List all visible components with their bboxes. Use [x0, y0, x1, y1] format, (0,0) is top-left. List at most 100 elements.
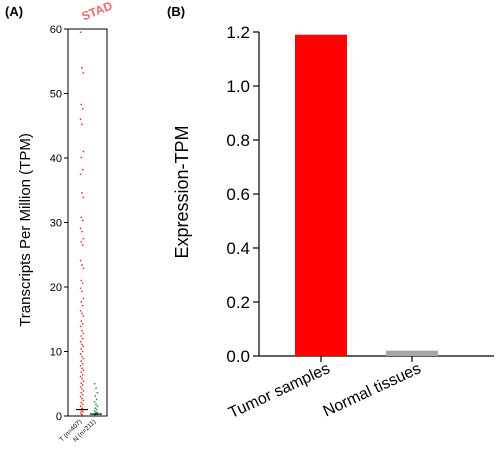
panel-b-y-tick-label: 1.0 [226, 77, 250, 96]
panel-a-data-point [81, 108, 84, 110]
panel-a-data-point [95, 408, 98, 411]
panel-b-y-tick-label: 0.8 [226, 131, 250, 150]
panel-a-medians [76, 408, 102, 415]
panel-b-y-tick-label: 1.2 [226, 23, 250, 42]
panel-a-data-point [80, 240, 83, 243]
panel-a-data-points [79, 31, 99, 417]
panel-a-data-point [82, 315, 85, 317]
panel-a-data-point [79, 31, 82, 34]
panel-a-data-point [81, 388, 83, 390]
panel-a-data-point [96, 391, 99, 394]
panel-b-y-axis-label: Expression-TPM [172, 125, 192, 258]
panel-a-data-point [82, 237, 85, 240]
panel-a-data-point [82, 369, 85, 372]
panel-a-data-point [81, 337, 84, 340]
panel-a-label: (A) [5, 4, 23, 19]
panel-a-data-point [81, 350, 84, 353]
panel-a-data-point [79, 395, 82, 398]
panel-a-data-point [82, 399, 85, 402]
panel-b-bar [386, 350, 438, 356]
panel-a-data-point [81, 384, 84, 386]
panel-a-data-point [80, 103, 83, 106]
panel-a-data-point [80, 335, 83, 337]
panel-a-data-point [93, 409, 96, 412]
panel-a-y-tick-label: 20 [50, 282, 62, 294]
panel-a-data-point [80, 360, 83, 363]
panel-a-data-point [82, 380, 85, 383]
panel-a-data-point [82, 357, 85, 360]
panel-a-data-point [81, 66, 83, 69]
panel-a-data-point [82, 389, 85, 392]
panel-a-data-point [79, 364, 82, 367]
panel-a-y-tick-label: 30 [50, 218, 62, 230]
panel-a-data-point [80, 401, 83, 404]
panel-a-x-labels: T (n=407)N (n=211) [58, 418, 97, 443]
panel-a-data-point [80, 300, 83, 303]
panel-a-data-point [81, 413, 83, 416]
panel-a-data-point [79, 412, 82, 415]
panel-a-data-point [82, 150, 85, 153]
panel-a-data-point [82, 345, 85, 348]
panel-a-data-point [94, 395, 97, 397]
panel-a-data-point [79, 173, 82, 176]
panel-a-data-point [81, 191, 83, 194]
panel-a-data-point [80, 320, 83, 323]
panel-a-data-point [95, 403, 97, 406]
panel-a-data-point [81, 290, 83, 293]
panel-a-data-point [95, 398, 98, 401]
panel-a-data-point [79, 118, 82, 121]
panel-a-data-point [81, 362, 84, 365]
panel-a-data-point [81, 322, 84, 325]
panel-b-y-tick-label: 0.4 [226, 239, 250, 258]
panel-a-data-point [81, 304, 84, 307]
panel-a-data-point [81, 168, 84, 171]
panel-a-data-point [80, 382, 83, 385]
panel-a-data-point [96, 405, 99, 408]
panel-a-data-point [80, 279, 83, 282]
panel-a-data-point [81, 411, 84, 414]
panel-a-data-point [81, 312, 83, 315]
panel-a-data-point [82, 297, 85, 300]
panel-a-data-point [81, 367, 83, 370]
panel-a-data-point [82, 196, 85, 199]
panel-a-data-point [79, 386, 82, 388]
panel-a-data-point [80, 409, 83, 412]
panel-a-data-point [79, 309, 82, 312]
panel-a-data-point [81, 230, 83, 233]
panel-a-data-point [80, 371, 83, 374]
panel-a-y-tick-label: 50 [50, 89, 62, 101]
panel-a-data-point [79, 340, 82, 343]
panel-b-y-ticks: 0.0 0.2 0.4 0.6 0.8 1.0 1.2 [226, 23, 259, 366]
panel-a-title-stad: STAD [80, 0, 115, 23]
panel-a-data-point [79, 259, 82, 262]
panel-a-y-tick-label: 60 [50, 24, 62, 36]
panel-a-y-tick-label: 10 [50, 347, 62, 359]
panel-a-data-point [93, 400, 96, 403]
panel-b-bars [295, 34, 438, 356]
panel-b-x-category-label: Normal tissues [321, 360, 424, 420]
panel-a-data-point [80, 216, 83, 219]
panel-a-data-point [81, 264, 83, 266]
panel-a-data-point [81, 373, 84, 376]
panel-a-data-point [81, 397, 83, 400]
panel-a-data-point [95, 414, 97, 417]
panel-b-y-tick-label: 0.0 [226, 347, 250, 366]
panel-a-data-point [82, 71, 85, 74]
panel-a-data-point [82, 332, 85, 335]
panel-a-data-point [79, 325, 82, 328]
panel-a-stad-expression-plot: (A) Transcripts Per Million (TPM) STAD 0… [5, 0, 115, 444]
panel-b-y-tick-label: 0.2 [226, 293, 250, 312]
panel-a-data-point [80, 391, 83, 394]
panel-b-expression-bar-chart: (B) Expression-TPM 0.0 0.2 0.4 0.6 0.8 1.0 1.2… [167, 4, 494, 422]
panel-a-data-point [79, 287, 82, 290]
panel-a-data-point [81, 343, 83, 346]
panel-a-data-point [79, 353, 82, 355]
panel-a-data-point [93, 382, 96, 385]
panel-a-y-ticks: 0 10 20 30 40 50 60 [50, 24, 68, 423]
panel-a-data-point [95, 387, 97, 390]
panel-b-y-tick-label: 0.6 [226, 185, 250, 204]
panel-a-data-point [79, 405, 82, 408]
panel-b-x-category-label: Tumor samples [226, 360, 333, 422]
